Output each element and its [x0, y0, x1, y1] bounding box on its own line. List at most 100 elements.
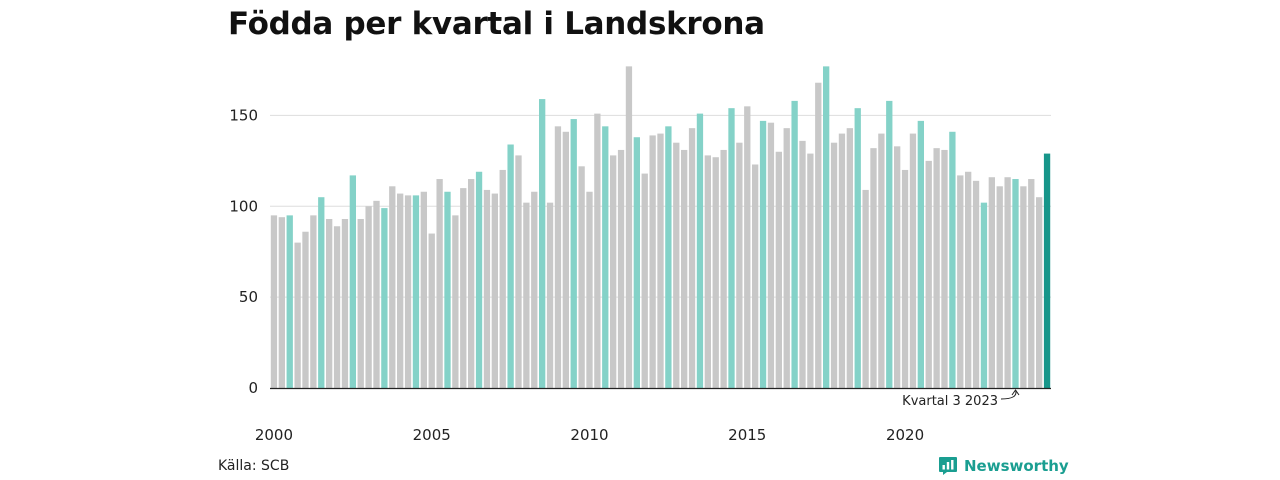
bar-2013-1 — [681, 149, 688, 388]
bar-2023-2 — [1004, 177, 1011, 388]
bar-2016-4 — [799, 140, 806, 388]
bar-2021-2 — [941, 149, 948, 388]
bar-2002-3 — [349, 175, 356, 388]
y-tick-label: 150 — [229, 106, 258, 124]
bar-2008-4 — [546, 202, 554, 388]
bar-2011-4 — [641, 173, 648, 388]
bar-2009-3 — [570, 119, 577, 388]
bar-2020-3 — [917, 120, 924, 388]
bar-2015-2 — [752, 164, 759, 388]
bar-2010-2 — [594, 113, 601, 389]
x-tick-label: 2015 — [728, 426, 766, 444]
bar-2005-2 — [436, 179, 443, 388]
bar-2024-3 — [1043, 153, 1051, 388]
bar-2016-3 — [791, 100, 798, 388]
bar-2001-4 — [326, 219, 333, 388]
bar-2019-1 — [870, 148, 877, 388]
bar-2015-3 — [759, 120, 767, 388]
source-label: Källa: SCB — [218, 458, 290, 474]
bar-2004-4 — [420, 191, 427, 388]
bar-2010-3 — [602, 126, 609, 388]
bar-2003-2 — [373, 200, 380, 388]
newsworthy-logo-icon — [939, 457, 957, 475]
bar-2000-4 — [294, 242, 301, 388]
bar-2000-2 — [278, 217, 285, 388]
x-tick-label: 2020 — [886, 426, 924, 444]
bar-2009-2 — [562, 131, 569, 388]
bar-2010-4 — [610, 155, 617, 388]
bar-2003-3 — [381, 208, 388, 388]
newsworthy-logo[interactable]: Newsworthy — [938, 456, 1069, 476]
axes: 0 50 100 150 2000 2005 2010 2015 2020 — [229, 106, 1051, 444]
bar-2014-1 — [712, 157, 719, 388]
bar-2018-3 — [854, 108, 861, 388]
bar-2007-4 — [515, 155, 522, 388]
bar-2007-3 — [507, 144, 514, 388]
bar-2001-2 — [310, 215, 317, 388]
bar-2016-1 — [775, 151, 782, 388]
bar-2024-2 — [1036, 197, 1043, 388]
bar-2013-4 — [704, 155, 711, 388]
bar-2012-1 — [649, 135, 656, 388]
bar-2006-4 — [483, 189, 491, 388]
bar-2023-4 — [1020, 186, 1027, 388]
bar-2021-4 — [957, 175, 964, 388]
bar-2018-4 — [862, 189, 869, 388]
bar-2016-2 — [783, 128, 790, 388]
annotation-arrow — [1000, 389, 1017, 400]
bar-2000-1 — [270, 215, 278, 388]
bar-2014-3 — [728, 108, 735, 388]
bar-2002-2 — [341, 219, 349, 388]
bar-2013-2 — [688, 128, 696, 388]
annotation-arrowhead — [1011, 389, 1020, 396]
bar-2022-4 — [988, 177, 995, 388]
bar-2009-1 — [554, 126, 562, 388]
bar-2018-1 — [838, 133, 846, 388]
bar-2010-1 — [586, 191, 593, 388]
bar-2023-3 — [1012, 179, 1019, 388]
bar-2022-2 — [972, 180, 980, 388]
bar-2017-3 — [823, 66, 830, 389]
bar-2020-4 — [925, 160, 932, 388]
bar-2017-1 — [807, 153, 814, 388]
bar-2013-3 — [696, 113, 704, 389]
annotation-label: Kvartal 3 2023 — [902, 394, 998, 409]
bar-2012-2 — [657, 133, 664, 388]
bar-2015-4 — [767, 122, 775, 388]
bar-2019-2 — [878, 133, 885, 388]
brand-name: Newsworthy — [964, 457, 1069, 475]
bar-2019-4 — [894, 146, 901, 388]
bar-2008-3 — [539, 99, 546, 388]
bar-2014-4 — [736, 142, 743, 388]
bar-2017-2 — [815, 82, 822, 388]
bar-2005-3 — [444, 191, 451, 388]
bar-2017-4 — [830, 142, 838, 388]
bar-2012-4 — [673, 142, 680, 388]
bar-2002-4 — [357, 219, 364, 388]
bar-2011-1 — [617, 149, 625, 388]
x-tick-label: 2010 — [570, 426, 608, 444]
bar-2006-1 — [460, 188, 467, 388]
bar-2003-4 — [389, 186, 396, 388]
bar-2001-3 — [318, 197, 325, 388]
bar-2022-3 — [980, 202, 988, 388]
bar-2000-3 — [286, 215, 293, 388]
bar-2006-2 — [468, 179, 475, 388]
bar-2001-1 — [302, 231, 309, 388]
y-tick-label: 50 — [239, 288, 258, 306]
bar-2024-1 — [1028, 179, 1035, 388]
bar-2011-3 — [633, 137, 640, 388]
bar-2012-3 — [665, 126, 672, 388]
bar-2005-4 — [452, 215, 459, 388]
annotation: Kvartal 3 2023 — [902, 389, 1020, 409]
x-tick-label: 2000 — [255, 426, 293, 444]
bar-2022-1 — [965, 171, 972, 388]
bar-2003-1 — [365, 206, 372, 388]
bar-2007-2 — [499, 169, 506, 388]
bar-2020-1 — [901, 169, 909, 388]
bar-2008-2 — [531, 191, 538, 388]
bar-2015-1 — [744, 106, 751, 388]
bar-2011-2 — [625, 66, 633, 389]
bar-2008-1 — [523, 202, 530, 388]
